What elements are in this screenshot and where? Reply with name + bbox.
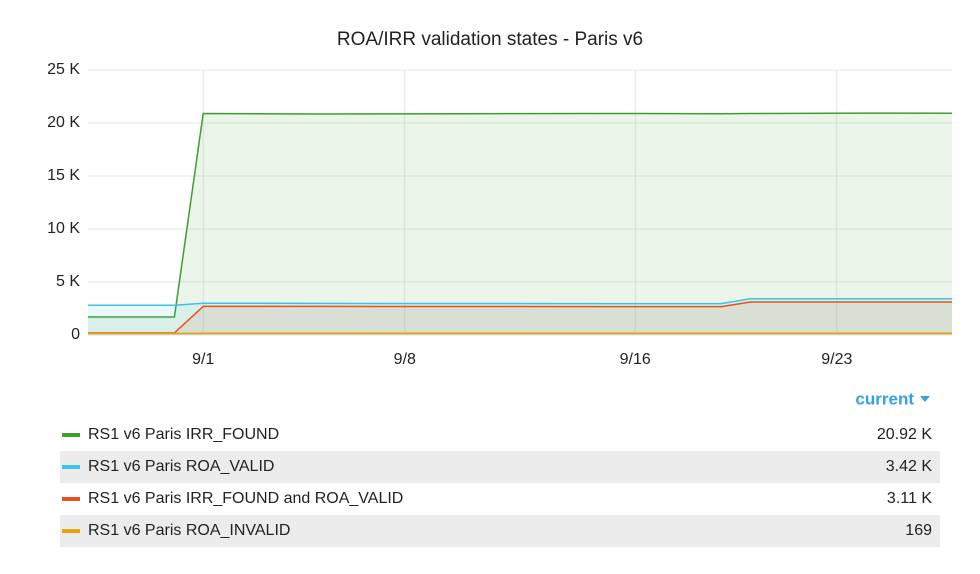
legend-label: RS1 v6 Paris IRR_FOUND and ROA_VALID [88, 490, 403, 507]
x-tick-label: 9/16 [620, 351, 651, 368]
legend-column-header[interactable]: current [855, 389, 914, 408]
y-tick-label: 10 K [47, 220, 80, 237]
legend-swatch [62, 465, 80, 469]
y-tick-label: 5 K [56, 273, 80, 290]
legend-current: 20.92 K [877, 426, 932, 443]
legend-swatch [62, 497, 80, 501]
x-tick-label: 9/23 [821, 351, 852, 368]
x-tick-label: 9/1 [192, 351, 214, 368]
legend-current: 169 [905, 522, 932, 539]
legend-current: 3.11 K [887, 490, 932, 507]
legend-swatch [62, 529, 80, 533]
legend-label: RS1 v6 Paris ROA_VALID [88, 458, 274, 475]
y-tick-label: 0 [71, 326, 80, 343]
x-tick-label: 9/8 [394, 351, 416, 368]
y-tick-label: 20 K [47, 114, 80, 131]
y-tick-label: 25 K [47, 61, 80, 78]
legend-label: RS1 v6 Paris IRR_FOUND [88, 426, 279, 443]
legend-swatch [62, 433, 80, 437]
y-tick-label: 15 K [47, 167, 80, 184]
legend-current: 3.42 K [886, 458, 933, 475]
chart-title: ROA/IRR validation states - Paris v6 [337, 29, 643, 50]
legend-label: RS1 v6 Paris ROA_INVALID [88, 522, 290, 539]
